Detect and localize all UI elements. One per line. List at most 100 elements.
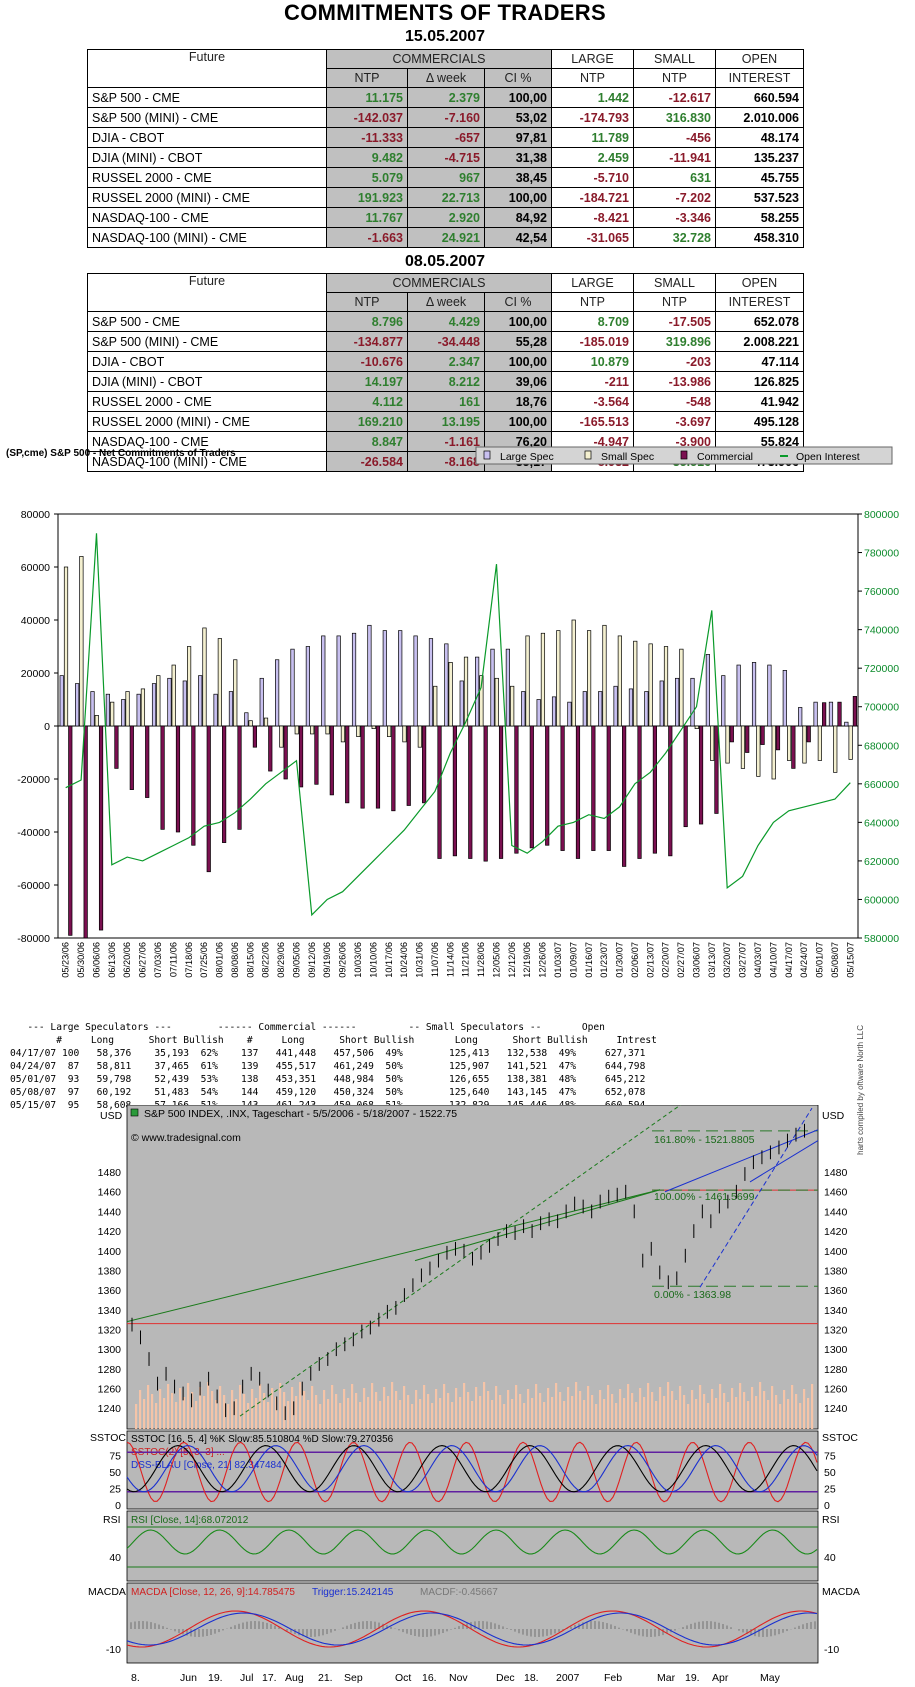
rsi-line	[126, 1529, 818, 1555]
y-tick-right: 720000	[864, 663, 899, 675]
volume-bar	[571, 1396, 574, 1429]
bar-small-spec	[125, 691, 130, 727]
small-ntp: 319.896	[633, 331, 716, 352]
bar-large-spec	[628, 688, 634, 727]
volume-bar	[415, 1390, 418, 1429]
bar-large-spec	[490, 648, 495, 727]
macd-axis-label: MACDA	[88, 1586, 126, 1598]
future-name: NASDAQ-100 (MINI) - CME	[87, 451, 327, 472]
header-small: SMALL	[633, 49, 716, 69]
bar-small-spec	[679, 648, 684, 727]
open-interest: 45.755	[715, 167, 804, 188]
commercial-dweek: -1.161	[407, 431, 485, 452]
bar-large-spec	[398, 630, 403, 727]
header-ci: CI %	[484, 68, 552, 88]
volume-bar	[315, 1395, 318, 1429]
header-open: OPEN	[715, 273, 804, 293]
volume-bar	[775, 1395, 778, 1429]
bar-large-spec	[198, 675, 203, 727]
x-tick-label: Jun	[180, 1672, 197, 1684]
y-tick-right: 700000	[864, 702, 899, 714]
volume-bar	[347, 1398, 350, 1429]
volume-bar	[143, 1399, 146, 1429]
commercial-ci: 100,00	[484, 411, 552, 432]
bar-large-spec	[444, 643, 449, 727]
small-ntp: 32.728	[633, 227, 716, 248]
volume-bar	[803, 1389, 806, 1429]
bar-commercial	[852, 696, 857, 727]
future-name: RUSSEL 2000 - CME	[87, 167, 327, 188]
bar-small-spec	[63, 566, 69, 727]
fib-label: 0.00% - 1363.98	[654, 1289, 731, 1301]
x-tick-label: 03/27/07	[738, 942, 748, 978]
bar-commercial	[375, 725, 381, 809]
y-tick-left: -40000	[17, 827, 50, 839]
large-ntp: 8.709	[551, 311, 634, 332]
volume-bar	[635, 1402, 638, 1429]
large-ntp: -165.513	[551, 411, 634, 432]
volume-bar	[731, 1388, 734, 1429]
bar-commercial	[345, 725, 350, 804]
volume-bar	[719, 1384, 722, 1429]
x-tick-label: Mar	[657, 1672, 676, 1684]
bar-commercial	[206, 725, 211, 873]
volume-bar	[675, 1400, 678, 1429]
bar-commercial	[591, 725, 596, 851]
rsi-axis-label: RSI	[103, 1514, 121, 1526]
bar-small-spec	[325, 725, 330, 735]
bar-commercial	[329, 725, 334, 796]
table-row: S&P 500 (MINI) - CME -142.037 -7.160 53,02-…	[87, 107, 804, 128]
legend-label: Large Spec	[500, 451, 554, 463]
volume-bar	[579, 1391, 582, 1429]
bar-commercial	[83, 725, 88, 939]
future-name: S&P 500 - CME	[87, 311, 327, 332]
bar-commercial	[714, 725, 719, 814]
small-ntp: -3.697	[633, 411, 716, 432]
volume-bar	[199, 1387, 202, 1429]
volume-bar	[679, 1386, 682, 1429]
bar-large-spec	[305, 646, 310, 727]
channel-line	[664, 1129, 819, 1193]
bar-small-spec	[494, 677, 499, 727]
bar-large-spec	[351, 632, 357, 727]
bar-commercial	[806, 725, 811, 743]
y-tick-right: 780000	[864, 548, 899, 560]
header-future: Future	[87, 49, 327, 88]
volume-bar	[311, 1386, 314, 1429]
volume-bar	[275, 1397, 278, 1429]
x-tick-label: 04/03/07	[753, 942, 763, 978]
volume-bar	[295, 1396, 298, 1429]
legend-swatch	[483, 450, 491, 460]
volume-bar	[539, 1393, 542, 1429]
future-name: S&P 500 (MINI) - CME	[87, 331, 327, 352]
bar-large-spec	[659, 680, 664, 727]
bar-large-spec	[567, 701, 572, 727]
volume-bar	[375, 1392, 378, 1429]
volume-bar	[443, 1384, 446, 1429]
y-tick-left: 25	[109, 1484, 121, 1496]
volume-bar	[771, 1386, 774, 1429]
volume-bar	[231, 1390, 234, 1429]
y-tick-left: 1400	[98, 1246, 122, 1258]
volume-bar	[359, 1402, 362, 1429]
commercial-ci: 53,02	[484, 107, 552, 128]
table-date: 08.05.2007	[404, 253, 486, 270]
bar-commercial	[191, 725, 196, 846]
x-tick-label: 05/23/06	[61, 942, 71, 978]
x-tick-label: 10/24/06	[399, 942, 409, 978]
header-dweek: Δ week	[407, 68, 485, 88]
x-tick-label: 02/13/07	[645, 942, 655, 978]
small-ntp: -548	[633, 391, 716, 412]
header-large-ntp: NTP	[551, 68, 634, 88]
bar-small-spec	[140, 688, 146, 727]
open-interest: 660.594	[715, 87, 804, 108]
y-tick-left: 1440	[98, 1206, 122, 1218]
header-small-ntp: NTP	[633, 292, 716, 312]
volume-bar	[319, 1404, 322, 1429]
channel-line	[699, 1107, 813, 1288]
speculator-stats-table: --- Large Speculators --- ------ Commerc…	[10, 1008, 657, 1125]
bar-small-spec	[725, 725, 730, 764]
y-tick-right: 580000	[864, 933, 899, 945]
bar-small-spec	[202, 627, 207, 727]
small-ntp: -17.505	[633, 311, 716, 332]
